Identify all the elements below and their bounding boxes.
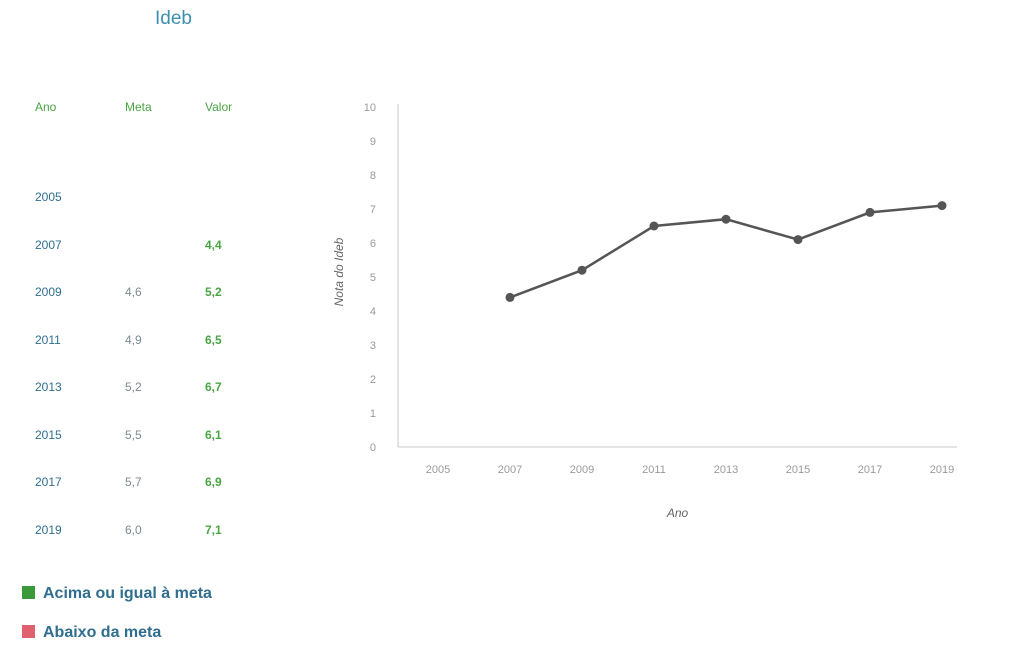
x-tick-label: 2005 — [426, 464, 450, 476]
x-tick-label: 2007 — [498, 464, 522, 476]
y-tick-label: 9 — [370, 136, 376, 148]
data-point — [865, 207, 875, 217]
data-point — [505, 292, 515, 302]
ideb-table: Ano Meta Valor 2005 2007 4,4 2009 4,6 5,… — [25, 88, 285, 554]
y-tick-label: 1 — [370, 408, 376, 420]
table-row: 2019 6,0 7,1 — [25, 506, 285, 554]
legend-below-label: Abaixo da meta — [43, 624, 162, 641]
x-tick-label: 2019 — [930, 464, 954, 476]
legend-swatch-red — [22, 625, 35, 638]
cell-meta — [125, 221, 205, 269]
y-tick-label: 8 — [370, 170, 376, 182]
cell-meta: 5,5 — [125, 427, 142, 442]
cell-meta: 5,2 — [125, 380, 142, 395]
table-row: 2017 5,7 6,9 — [25, 459, 285, 507]
cell-meta: 4,9 — [125, 332, 142, 347]
table-row: 2009 4,6 5,2 — [25, 269, 285, 317]
legend-below: Abaixo da meta — [22, 624, 161, 642]
cell-ano: 2015 — [35, 427, 62, 442]
table-row: 2011 4,9 6,5 — [25, 316, 285, 364]
y-axis-title: Nota do Ideb — [332, 237, 346, 306]
table-spacer — [25, 126, 285, 174]
y-tick-label: 2 — [370, 374, 376, 386]
x-tick-label: 2017 — [858, 464, 882, 476]
cell-valor: 6,9 — [205, 475, 222, 490]
table-row: 2005 — [25, 174, 285, 222]
y-tick-label: 10 — [364, 102, 376, 114]
table-row: 2007 4,4 — [25, 221, 285, 269]
data-point — [793, 235, 803, 245]
cell-meta: 6,0 — [125, 522, 142, 537]
cell-ano: 2011 — [35, 332, 61, 347]
x-tick-label: 2009 — [570, 464, 594, 476]
cell-ano: 2017 — [35, 475, 62, 490]
cell-valor — [205, 174, 285, 222]
cell-valor: 7,1 — [205, 522, 222, 537]
cell-ano: 2019 — [35, 522, 62, 537]
y-tick-label: 3 — [370, 340, 376, 352]
y-tick-label: 0 — [370, 442, 376, 454]
page-title: Ideb — [155, 8, 192, 29]
y-tick-label: 5 — [370, 272, 376, 284]
header-meta: Meta — [125, 100, 152, 114]
cell-valor: 4,4 — [205, 237, 222, 252]
cell-ano: 2009 — [35, 285, 62, 300]
cell-ano: 2005 — [35, 190, 62, 205]
y-tick-label: 6 — [370, 238, 376, 250]
x-tick-label: 2011 — [642, 464, 666, 476]
table-row: 2015 5,5 6,1 — [25, 411, 285, 459]
cell-meta: 4,6 — [125, 285, 142, 300]
cell-ano: 2013 — [35, 380, 62, 395]
legend-swatch-green — [22, 586, 35, 599]
table-header-row: Ano Meta Valor — [25, 88, 285, 126]
cell-meta — [125, 174, 205, 222]
cell-valor: 6,7 — [205, 380, 222, 395]
cell-meta: 5,7 — [125, 475, 142, 490]
data-point — [937, 201, 947, 211]
cell-ano: 2007 — [35, 237, 62, 252]
table-row: 2013 5,2 6,7 — [25, 364, 285, 412]
legend-above-label: Acima ou igual à meta — [43, 585, 212, 602]
x-tick-label: 2015 — [786, 464, 810, 476]
y-tick-label: 4 — [370, 306, 376, 318]
data-point — [721, 214, 731, 224]
y-tick-label: 7 — [370, 204, 376, 216]
x-axis-title: Ano — [666, 506, 689, 520]
header-valor: Valor — [205, 100, 233, 114]
cell-valor: 5,2 — [205, 285, 222, 300]
header-ano: Ano — [35, 100, 57, 114]
x-tick-label: 2013 — [714, 464, 738, 476]
cell-valor: 6,5 — [205, 332, 222, 347]
data-point — [577, 265, 587, 275]
ideb-line-chart: 0 1 2 3 4 5 6 7 8 9 10 2005 2007 2009 2011 2013 2015 2017… — [332, 102, 957, 520]
data-point — [649, 221, 659, 231]
legend-above: Acima ou igual à meta — [22, 585, 212, 603]
cell-valor: 6,1 — [205, 427, 222, 442]
